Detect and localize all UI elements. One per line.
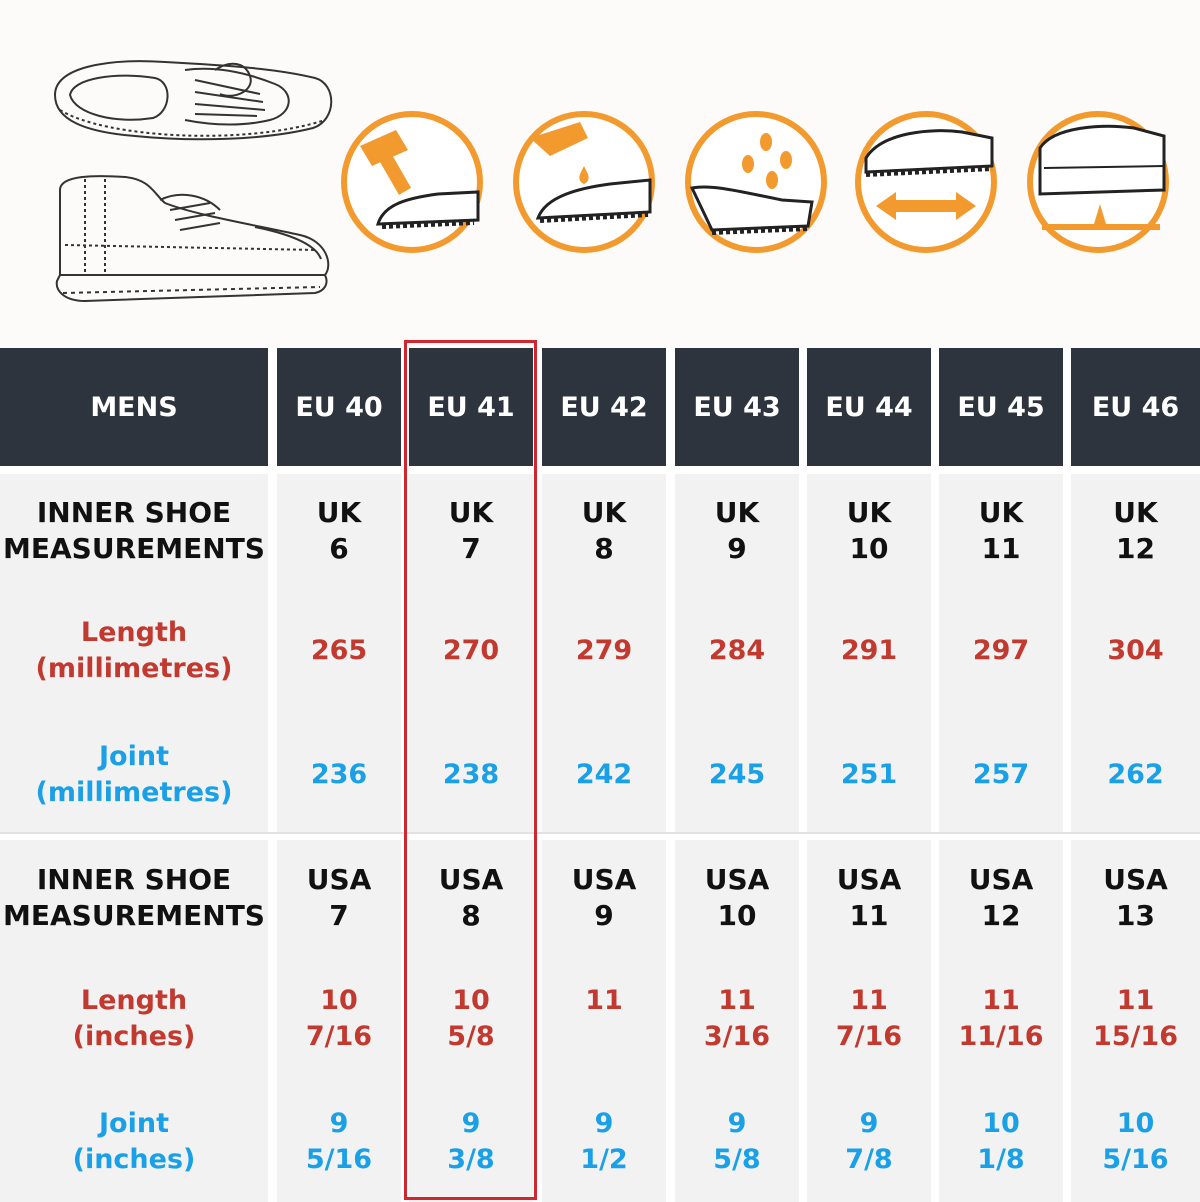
- illustration-banner: [0, 0, 1200, 338]
- joint-mm-cell: 238: [442, 759, 500, 790]
- uk-joint-label: Joint (millimetres): [35, 741, 233, 808]
- usa-joint-label: Joint (inches): [72, 1108, 196, 1175]
- header-size-eu43: EU 43: [675, 348, 799, 466]
- header-size-eu44: EU 44: [807, 348, 931, 466]
- header-size-eu40: EU 40: [277, 348, 401, 466]
- shoe-side-view-icon: [55, 175, 330, 302]
- joint-inches-cell: 9 3/8: [447, 1108, 495, 1175]
- length-inches-cell: 11 11/16: [958, 985, 1044, 1052]
- usa-size-cell: USA 7: [306, 863, 372, 932]
- joint-inches-cell: 9 5/8: [713, 1108, 761, 1175]
- length-inches-cell: 11 7/16: [835, 985, 903, 1052]
- joint-inches-cell: 9 5/16: [305, 1108, 373, 1175]
- joint-mm-cell: 251: [840, 759, 898, 790]
- length-mm-cell: 279: [575, 635, 633, 666]
- usa-size-cell: USA 11: [836, 863, 902, 932]
- usa-size-cell: USA 9: [571, 863, 637, 932]
- uk-size-cell: UK 8: [581, 496, 627, 565]
- length-inches-cell: 10 5/8: [447, 985, 495, 1052]
- joint-mm-cell: 262: [1107, 759, 1164, 790]
- joint-inches-cell: 10 5/16: [1102, 1108, 1169, 1175]
- length-inches-cell: 10 7/16: [305, 985, 373, 1052]
- header-size-eu41: EU 41: [409, 348, 533, 466]
- uk-size-cell: UK 11: [978, 496, 1024, 565]
- usa-size-cell: USA 10: [704, 863, 770, 932]
- uk-size-cell: UK 7: [448, 496, 494, 565]
- usa-size-cell: USA 12: [968, 863, 1034, 932]
- slip-resistant-icon: [855, 111, 997, 253]
- usa-size-cell: USA 8: [438, 863, 504, 932]
- uk-size-cell: UK 12: [1113, 496, 1158, 565]
- joint-mm-cell: 245: [708, 759, 766, 790]
- length-mm-cell: 284: [708, 635, 766, 666]
- header-size-eu45: EU 45: [939, 348, 1063, 466]
- uk-size-cell: UK 9: [714, 496, 760, 565]
- joint-mm-cell: 236: [310, 759, 368, 790]
- impact-protection-icon: [341, 111, 483, 253]
- uk-section-label: INNER SHOE MEASUREMENTS: [3, 496, 265, 565]
- length-inches-cell: 11: [585, 985, 623, 1016]
- length-inches-cell: 11 3/16: [703, 985, 771, 1052]
- length-mm-cell: 304: [1107, 635, 1164, 666]
- joint-mm-cell: 257: [972, 759, 1030, 790]
- usa-length-label: Length (inches): [72, 985, 196, 1052]
- length-inches-cell: 11 15/16: [1092, 985, 1178, 1052]
- length-mm-cell: 297: [972, 635, 1030, 666]
- uk-size-cell: UK 6: [316, 496, 362, 565]
- joint-inches-cell: 9 7/8: [845, 1108, 893, 1175]
- section-divider: [0, 832, 1200, 840]
- size-chart-table: MENS EU 40 EU 41 EU 42 EU 43 EU 44 EU 45…: [0, 348, 1200, 1202]
- length-mm-cell: 291: [840, 635, 898, 666]
- header-size-eu46: EU 46: [1071, 348, 1200, 466]
- joint-inches-cell: 10 1/8: [977, 1108, 1025, 1175]
- joint-inches-cell: 9 1/2: [580, 1108, 628, 1175]
- uk-length-label: Length (millimetres): [35, 617, 233, 684]
- usa-size-cell: USA 13: [1103, 863, 1168, 932]
- length-mm-cell: 265: [310, 635, 368, 666]
- joint-mm-cell: 242: [575, 759, 633, 790]
- header-size-eu42: EU 42: [542, 348, 666, 466]
- water-resistant-icon: [685, 111, 827, 253]
- usa-section-label: INNER SHOE MEASUREMENTS: [3, 863, 265, 932]
- uk-size-cell: UK 10: [846, 496, 892, 565]
- header-mens: MENS: [0, 348, 268, 466]
- shoe-top-view-icon: [54, 60, 333, 141]
- puncture-resistant-icon: [1027, 111, 1169, 253]
- oil-resistant-icon: [513, 111, 655, 253]
- length-mm-cell: 270: [442, 635, 500, 666]
